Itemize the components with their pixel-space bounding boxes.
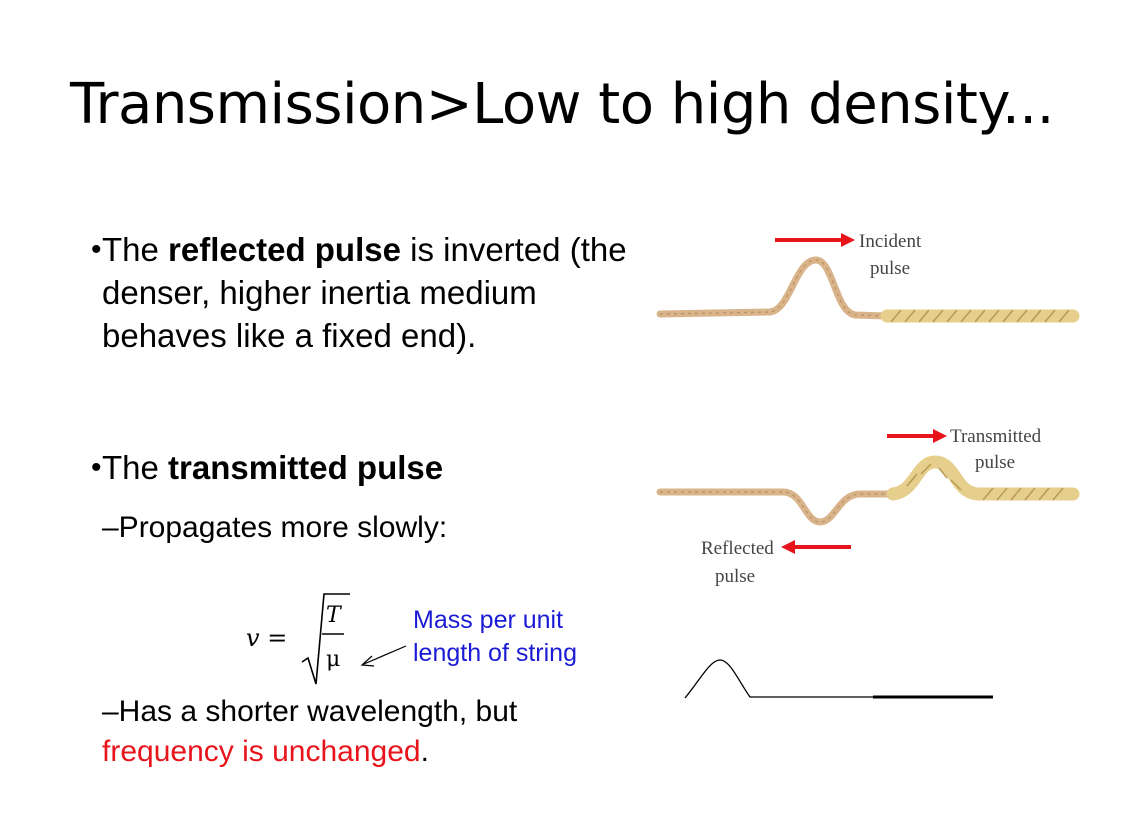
- sub-bullet-wavelength: –Has a shorter wavelength, but frequency…: [102, 692, 622, 772]
- bullet-bold-text: transmitted pulse: [168, 449, 444, 486]
- mass-per-length-note: Mass per unit length of string: [413, 604, 577, 670]
- pulse-curve: [684, 659, 875, 699]
- bullet-transmitted: • The transmitted pulse: [91, 446, 444, 489]
- slide-title: Transmission>Low to high density...: [70, 72, 1054, 137]
- note-line: length of string: [413, 639, 577, 667]
- annotation-arrow: [363, 645, 407, 665]
- reflected-label: Reflected: [701, 538, 774, 559]
- bullet-bold-text: reflected pulse: [168, 231, 401, 268]
- bullet-reflected: • The reflected pulse is inverted (the de…: [91, 228, 642, 357]
- light-rope-bottom: [656, 488, 897, 526]
- pulse-sketch: [684, 659, 993, 699]
- light-rope-bottom-texture: [660, 491, 893, 523]
- formula-numerator: T: [326, 603, 343, 628]
- transmitted-arrow: [887, 429, 947, 443]
- incident-arrow: [775, 233, 855, 247]
- bullet-dot: •: [91, 233, 102, 266]
- reflected-label: pulse: [715, 566, 755, 587]
- sub-text: –Has a shorter wavelength, but: [102, 695, 518, 728]
- bullet-text: The: [102, 231, 169, 268]
- velocity-formula: v = T μ: [246, 593, 407, 685]
- highlight-text: frequency is unchanged: [102, 735, 421, 768]
- bullet-text: is inverted (the denser, higher inertia …: [102, 231, 627, 354]
- note-line: Mass per unit: [413, 606, 564, 634]
- annotation-arrowhead: [360, 655, 375, 667]
- incident-label: Incident: [859, 231, 922, 252]
- bullet-text: The: [102, 449, 169, 486]
- incident-label: pulse: [870, 258, 910, 279]
- formula-lhs: v =: [246, 624, 287, 652]
- reflected-arrow: [781, 540, 851, 554]
- heavy-rope-bottom-texture: [906, 463, 1064, 501]
- rope-pulse-figure: Incident pulse Transmitted pulse Reflect…: [656, 231, 1080, 587]
- heavy-rope-top-texture: [890, 309, 1070, 323]
- sub-bullet-propagates: –Propagates more slowly:: [102, 511, 448, 544]
- transmitted-label: pulse: [975, 452, 1015, 473]
- formula-denominator: μ: [326, 647, 340, 672]
- bullet-dot: •: [91, 451, 102, 484]
- sub-text: .: [420, 735, 429, 768]
- heavy-rope-bottom: [886, 455, 1080, 501]
- light-rope-top: [656, 256, 891, 320]
- radical-sign: [301, 593, 350, 685]
- transmitted-label: Transmitted: [950, 426, 1042, 447]
